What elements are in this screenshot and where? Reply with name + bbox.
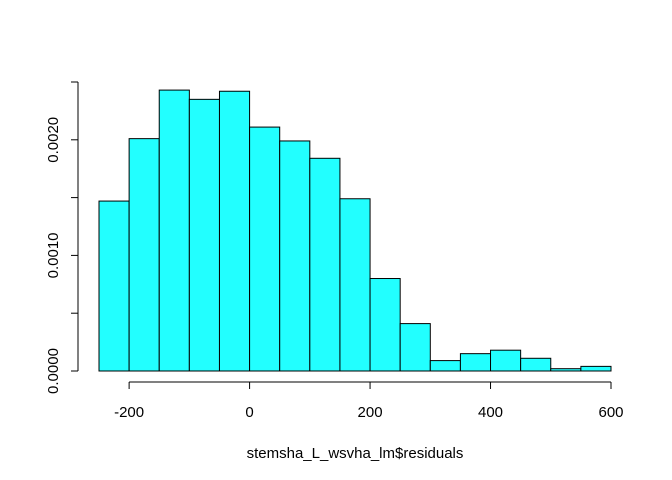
histogram-bar [158, 89, 190, 372]
histogram-bar [128, 138, 160, 372]
histogram-bar [369, 278, 401, 372]
x-tick-label: -200 [114, 404, 144, 421]
x-tick-label: 200 [358, 404, 383, 421]
histogram-bar [429, 360, 461, 372]
x-tick-label: 400 [478, 404, 503, 421]
y-axis-ticks: 0.0000 0.0010 0.0020 [45, 81, 78, 394]
histogram-bar [490, 349, 522, 372]
histogram-bar [188, 98, 220, 372]
histogram-bar [309, 157, 341, 372]
histogram-bar [249, 126, 281, 372]
histogram-bar [218, 90, 251, 372]
x-axis-ticks: -200 0 200 400 600 [114, 382, 624, 421]
histogram-bar [399, 323, 431, 372]
histogram-bar [279, 140, 311, 372]
x-tick-label: 600 [598, 404, 623, 421]
y-tick-label: 0.0010 [45, 232, 62, 278]
y-tick-label: 0.0020 [45, 117, 62, 163]
histogram-bar [520, 357, 552, 372]
histogram-bar [580, 365, 612, 372]
x-tick-label: 0 [245, 404, 253, 421]
histogram-bar [550, 368, 582, 372]
bars-group [98, 89, 612, 372]
histogram-bar [98, 200, 130, 372]
histogram-bar [459, 353, 492, 372]
histogram-bar [339, 198, 371, 372]
y-tick-label: 0.0000 [45, 348, 62, 394]
x-axis-title: stemsha_L_wsvha_lm$residuals [247, 445, 464, 462]
